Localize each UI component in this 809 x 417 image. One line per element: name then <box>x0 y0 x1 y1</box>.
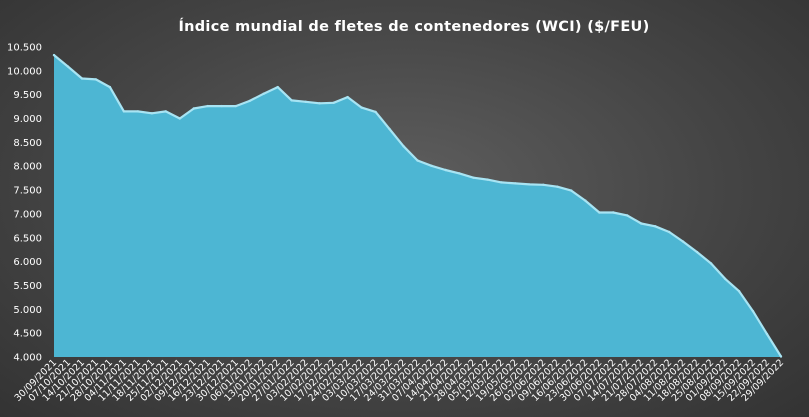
y-tick-label: 7.500 <box>13 186 42 197</box>
data-point <box>444 168 447 172</box>
x-axis: 30/09/202107/10/202114/10/202121/10/2021… <box>13 357 787 404</box>
area-layer <box>52 53 783 358</box>
data-point <box>108 85 112 89</box>
data-point <box>346 95 349 99</box>
data-point <box>52 53 56 57</box>
data-point <box>709 262 713 265</box>
data-point <box>136 110 140 113</box>
data-point <box>486 178 489 181</box>
data-point <box>304 100 307 104</box>
y-tick-label: 5.000 <box>13 305 42 316</box>
y-tick-label: 9.000 <box>13 114 42 125</box>
data-point <box>150 112 154 115</box>
data-point <box>737 290 741 293</box>
data-point <box>472 176 475 179</box>
y-tick-label: 7.000 <box>13 209 42 220</box>
data-point <box>234 104 237 108</box>
data-point <box>220 104 223 108</box>
y-tick-label: 10.000 <box>7 66 42 77</box>
data-point <box>360 106 363 109</box>
y-tick-label: 6.500 <box>13 233 42 244</box>
data-point <box>612 211 615 214</box>
y-tick-label: 8.500 <box>13 138 42 149</box>
data-point <box>430 164 433 167</box>
y-tick-label: 9.500 <box>13 90 42 101</box>
data-point <box>178 117 181 120</box>
data-point <box>332 101 335 105</box>
data-point <box>374 110 377 114</box>
data-point <box>248 99 251 103</box>
y-tick-label: 6.000 <box>13 257 42 268</box>
data-point <box>402 145 405 148</box>
data-point <box>751 310 755 313</box>
y-tick-label: 10.500 <box>7 43 42 54</box>
data-point <box>290 99 293 102</box>
data-point <box>779 355 783 358</box>
data-point <box>514 182 517 185</box>
data-point <box>416 159 419 162</box>
data-point <box>598 211 601 214</box>
data-point <box>570 189 573 192</box>
data-point <box>458 172 461 175</box>
data-point <box>626 214 629 217</box>
data-point <box>388 127 391 131</box>
y-tick-label: 4.500 <box>13 329 42 340</box>
data-point <box>584 199 587 202</box>
data-point <box>654 225 657 228</box>
data-point <box>164 110 167 113</box>
data-point <box>542 183 545 186</box>
y-tick-label: 4.000 <box>13 353 42 364</box>
chart-title: Índice mundial de fletes de contenedores… <box>178 18 649 35</box>
data-point <box>640 222 643 225</box>
data-point <box>94 78 98 81</box>
data-point <box>262 92 265 95</box>
data-point <box>276 85 279 89</box>
data-point <box>765 332 769 336</box>
series-area <box>54 55 781 357</box>
y-axis: 4.000 4.500 5.000 5.500 6.000 6.500 7.000 7.500… <box>7 43 42 364</box>
data-point <box>695 250 699 254</box>
data-point <box>318 102 321 105</box>
data-point <box>681 240 685 243</box>
data-point <box>192 107 195 110</box>
data-point <box>528 183 531 186</box>
y-tick-label: 5.500 <box>13 281 42 292</box>
data-point <box>500 181 503 184</box>
y-tick-label: 8.000 <box>13 162 42 173</box>
data-point <box>66 65 70 68</box>
data-point <box>206 104 209 108</box>
data-point <box>723 277 727 280</box>
data-point <box>668 230 671 234</box>
data-point <box>80 77 84 80</box>
data-point <box>122 110 126 113</box>
data-point <box>556 185 559 188</box>
